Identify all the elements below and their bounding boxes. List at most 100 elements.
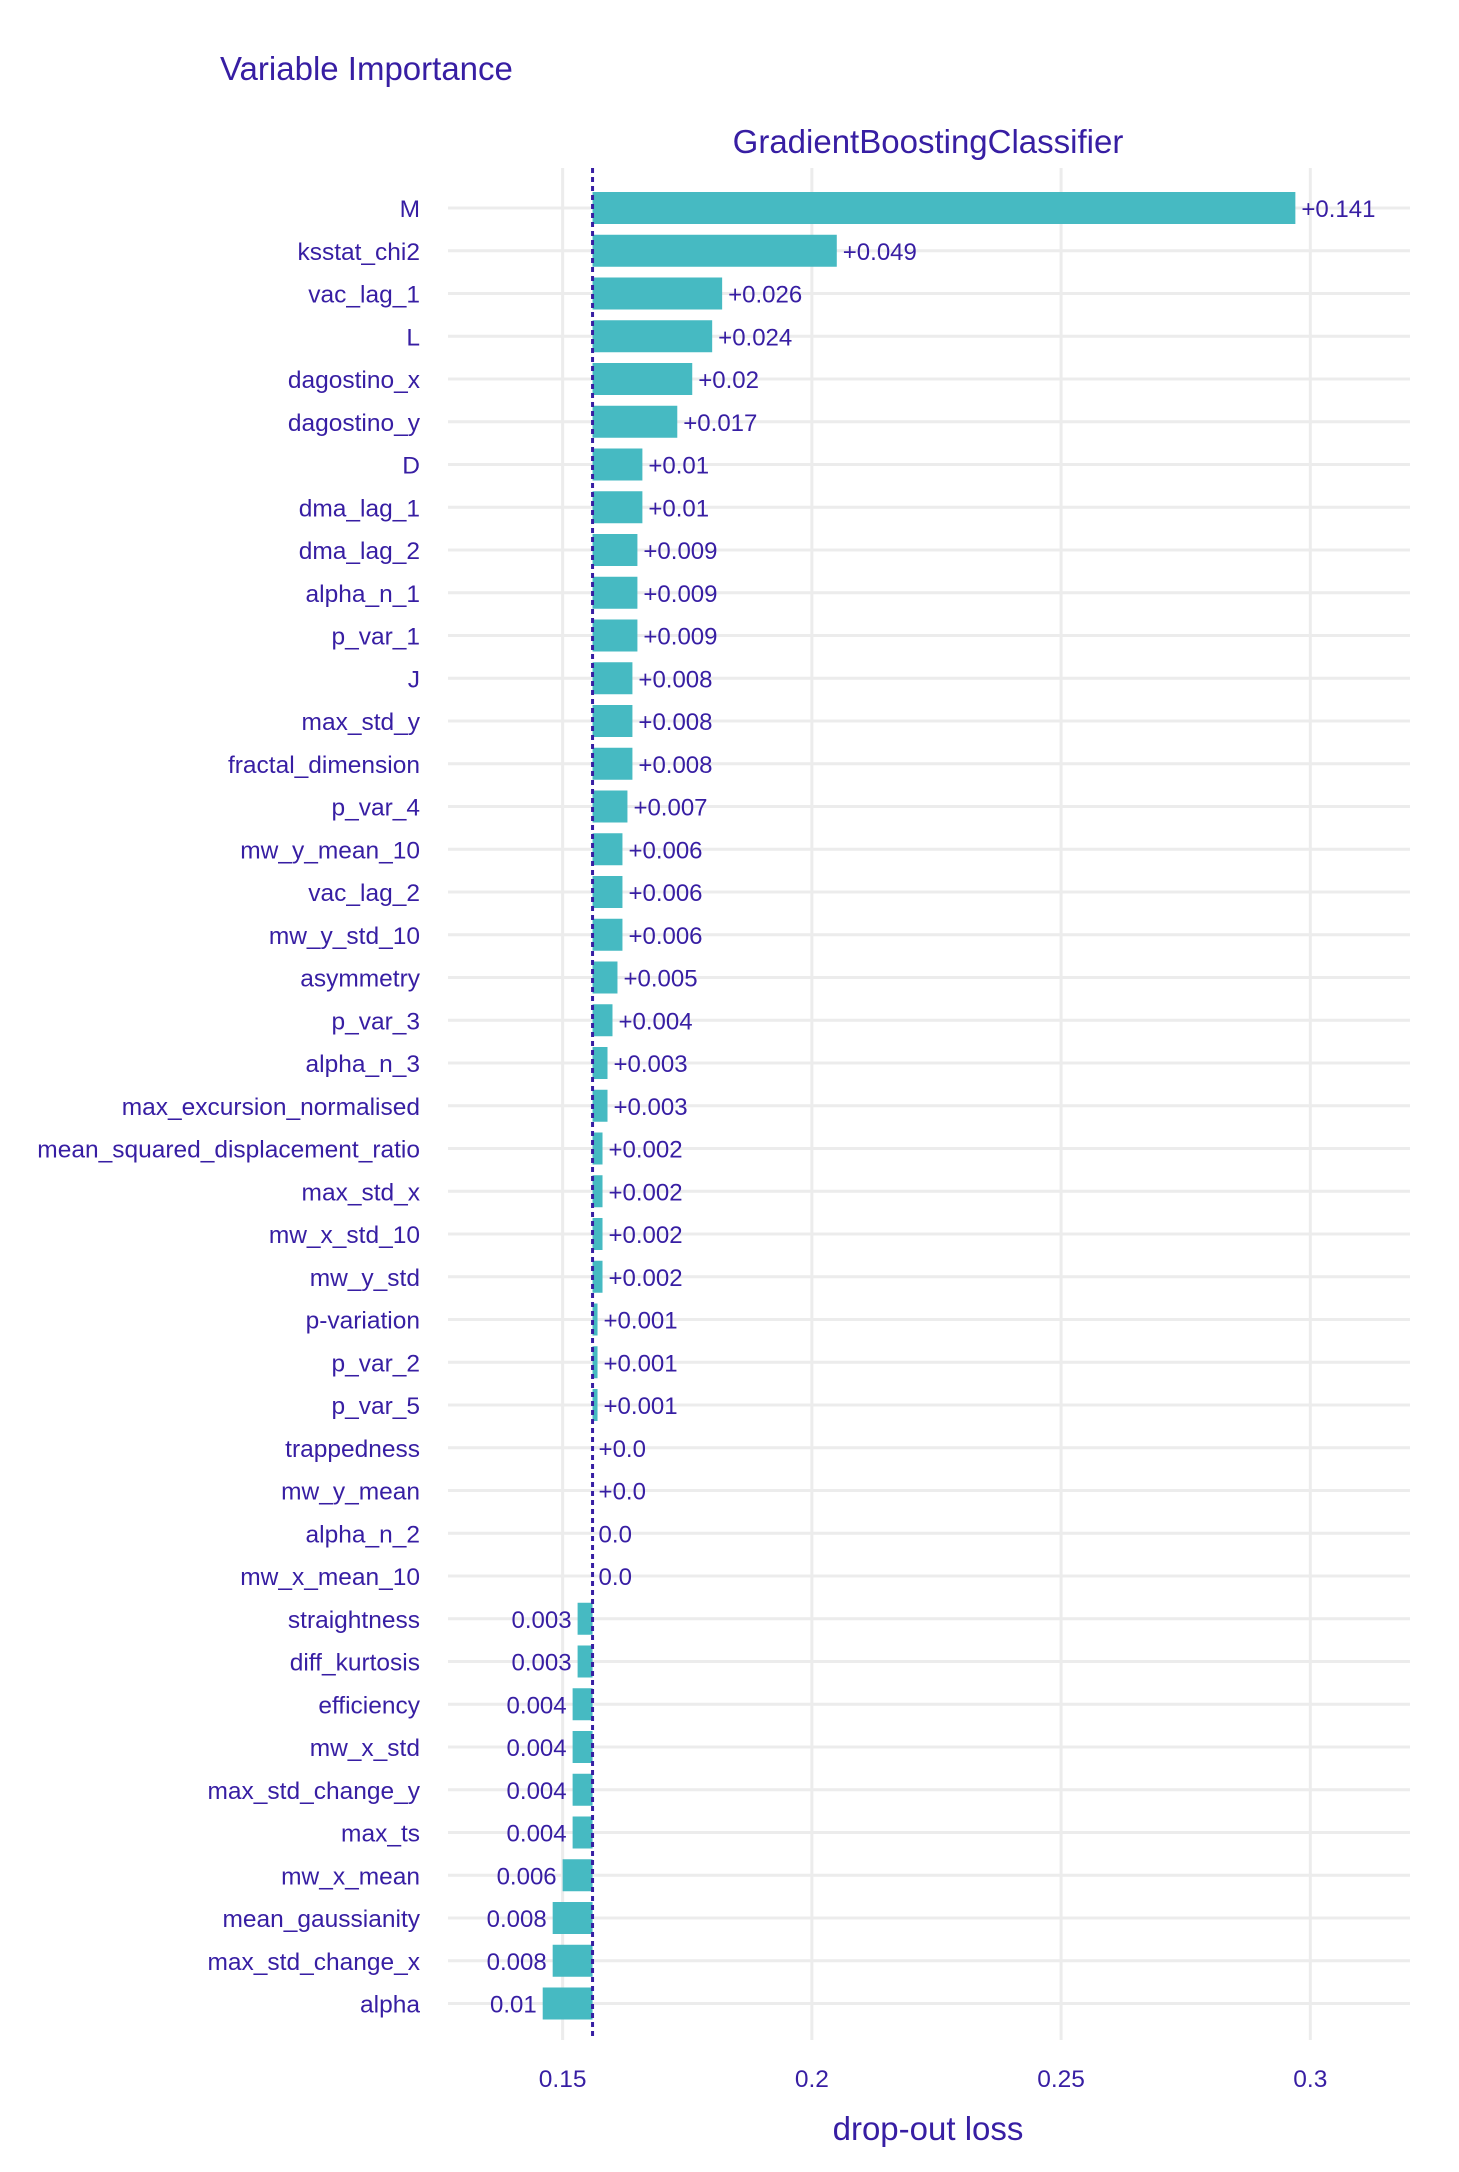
value-label: +0.008 [638, 666, 712, 693]
bar [562, 1859, 593, 1892]
category-label: mw_y_mean [281, 1479, 420, 1506]
bar [592, 662, 633, 695]
value-label: +0.005 [623, 966, 697, 993]
bar [542, 1987, 593, 2020]
bar [592, 1047, 608, 1079]
value-label: 0.008 [487, 1949, 547, 1976]
value-label: 0.003 [512, 1607, 572, 1634]
value-label: 0.004 [507, 1735, 567, 1762]
bar [592, 192, 1296, 224]
category-label: dma_lag_2 [299, 538, 420, 565]
category-label: mw_y_std [310, 1265, 420, 1292]
bar [592, 1218, 603, 1250]
bar [552, 1902, 593, 1934]
value-label: +0.003 [614, 1051, 688, 1078]
value-label: +0.049 [843, 239, 917, 266]
category-label: ksstat_chi2 [297, 239, 420, 266]
value-label: +0.006 [628, 880, 702, 907]
chart-title: Variable Importance [220, 50, 513, 87]
bar [592, 1389, 598, 1421]
bar [592, 277, 723, 310]
category-label: p_var_4 [331, 795, 420, 822]
category-label: max_std_x [302, 1179, 420, 1206]
category-label: efficiency [318, 1692, 420, 1719]
bar [552, 1944, 593, 1977]
category-label: mean_squared_displacement_ratio [37, 1137, 420, 1164]
category-label: D [402, 453, 420, 480]
category-label: max_std_y [302, 709, 421, 736]
bar [592, 833, 623, 866]
category-label: mw_y_std_10 [269, 923, 420, 950]
category-label: max_std_change_x [208, 1949, 420, 1976]
bar [592, 1175, 603, 1208]
category-label: dagostino_x [288, 367, 420, 394]
bar [572, 1731, 593, 1763]
category-label: straightness [288, 1607, 420, 1634]
value-label: 0.0 [599, 1564, 632, 1591]
category-label: p_var_2 [331, 1350, 420, 1377]
value-label: +0.002 [609, 1179, 683, 1206]
value-label: +0.141 [1301, 196, 1375, 223]
category-label: alpha_n_3 [306, 1051, 420, 1078]
category-label: max_ts [341, 1821, 420, 1848]
x-axis-label: drop-out loss [833, 2110, 1024, 2147]
value-label: +0.008 [638, 709, 712, 736]
category-label: mw_x_std_10 [269, 1222, 420, 1249]
x-tick-label: 0.2 [795, 2066, 829, 2093]
bar [572, 1773, 593, 1806]
bar [592, 363, 693, 395]
category-label: mw_y_mean_10 [240, 837, 420, 864]
category-label: p_var_5 [331, 1393, 420, 1420]
category-label: alpha_n_2 [306, 1521, 420, 1548]
bar [592, 448, 643, 481]
category-label: alpha [360, 1992, 420, 2019]
bar [572, 1688, 593, 1721]
bar [592, 1303, 598, 1336]
value-label: +0.007 [633, 795, 707, 822]
bar [592, 234, 837, 267]
value-label: +0.02 [698, 367, 759, 394]
bar [577, 1602, 593, 1635]
category-label: J [408, 666, 420, 693]
value-label: +0.009 [643, 538, 717, 565]
bar [592, 1260, 603, 1293]
value-label: +0.001 [604, 1308, 678, 1335]
value-label: +0.002 [609, 1222, 683, 1249]
bar [577, 1645, 593, 1678]
value-label: +0.024 [718, 324, 792, 351]
value-label: +0.006 [628, 923, 702, 950]
value-label: +0.009 [643, 581, 717, 608]
value-label: 0.004 [507, 1778, 567, 1805]
value-label: +0.003 [614, 1094, 688, 1121]
bar [592, 790, 628, 823]
category-label: vac_lag_1 [308, 282, 420, 309]
category-label: alpha_n_1 [306, 581, 420, 608]
category-label: mean_gaussianity [223, 1906, 421, 1933]
category-label: fractal_dimension [228, 752, 420, 779]
category-label: M [400, 196, 420, 223]
category-label: max_std_change_y [208, 1778, 421, 1805]
value-label: +0.017 [683, 410, 757, 437]
x-axis-ticks: 0.15 0.2 0.25 0.3 [539, 2066, 1328, 2093]
category-label: L [406, 324, 420, 351]
value-label: +0.001 [604, 1350, 678, 1377]
bar [592, 747, 633, 780]
bar [592, 961, 618, 994]
bar [592, 1004, 613, 1037]
x-tick-label: 0.3 [1293, 2066, 1327, 2093]
bar [592, 1346, 598, 1379]
bar [592, 1132, 603, 1165]
value-label: 0.006 [497, 1863, 557, 1890]
bar [592, 876, 623, 908]
category-label: mw_x_std [310, 1735, 420, 1762]
category-label: dma_lag_1 [299, 495, 420, 522]
value-label: +0.01 [648, 453, 709, 480]
category-label: mw_x_mean_10 [240, 1564, 420, 1591]
category-label: p_var_3 [331, 1008, 420, 1035]
chart-subtitle: GradientBoostingClassifier [733, 123, 1124, 160]
value-label: +0.002 [609, 1265, 683, 1292]
category-label: dagostino_y [288, 410, 421, 437]
value-label: +0.026 [728, 282, 802, 309]
